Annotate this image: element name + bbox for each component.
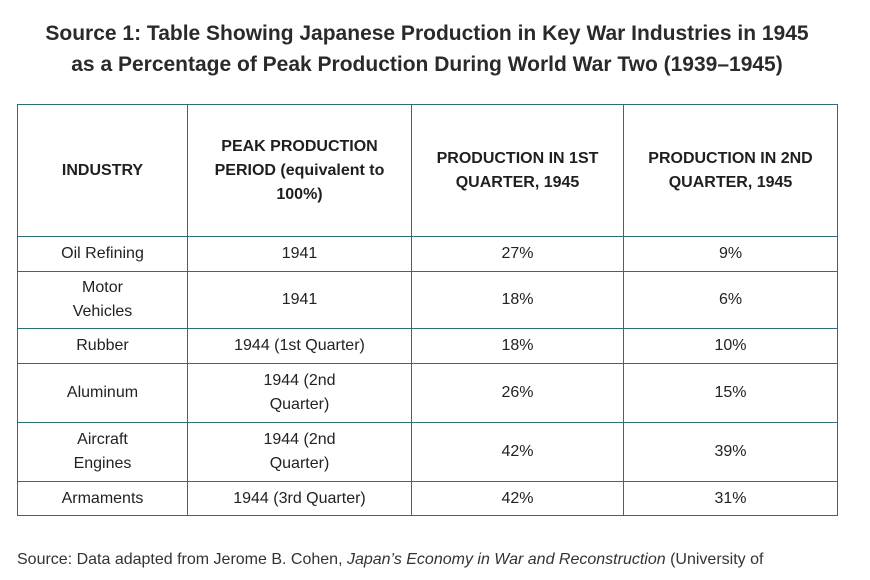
cell-q2: 15% — [623, 363, 838, 423]
table-row: Armaments 1944 (3rd Quarter) 42% 31% — [17, 481, 838, 516]
cell-industry: Armaments — [17, 481, 188, 516]
table-row: Motor Vehicles 1941 18% 6% — [17, 271, 838, 329]
cell-q1: 27% — [411, 236, 624, 272]
cell-q2: 31% — [623, 481, 838, 516]
cell-q1: 42% — [411, 481, 624, 516]
page-title: Source 1: Table Showing Japanese Product… — [0, 18, 854, 80]
header-industry: INDUSTRY — [17, 104, 188, 237]
cell-q2: 10% — [623, 328, 838, 364]
cell-industry: Aluminum — [17, 363, 188, 423]
title-line-1: Source 1: Table Showing Japanese Product… — [45, 22, 809, 45]
cell-q1: 42% — [411, 422, 624, 482]
header-q1-1945: PRODUCTION IN 1ST QUARTER, 1945 — [411, 104, 624, 237]
cell-peak-period: 1944 (2nd Quarter) — [187, 363, 412, 423]
cell-industry: Oil Refining — [17, 236, 188, 272]
table-row: Rubber 1944 (1st Quarter) 18% 10% — [17, 328, 838, 364]
cell-industry: Motor Vehicles — [17, 271, 188, 329]
cell-q2: 9% — [623, 236, 838, 272]
cell-q1: 18% — [411, 328, 624, 364]
table-row: Oil Refining 1941 27% 9% — [17, 236, 838, 272]
source-suffix: (University of — [665, 551, 764, 568]
header-q2-1945: PRODUCTION IN 2ND QUARTER, 1945 — [623, 104, 838, 237]
cell-peak-period: 1941 — [187, 236, 412, 272]
cell-q2: 6% — [623, 271, 838, 329]
cell-peak-period: 1944 (1st Quarter) — [187, 328, 412, 364]
cell-peak-period: 1944 (2nd Quarter) — [187, 422, 412, 482]
cell-peak-period: 1944 (3rd Quarter) — [187, 481, 412, 516]
table-header-row: INDUSTRY PEAK PRODUCTION PERIOD (equival… — [17, 104, 838, 237]
production-table: INDUSTRY PEAK PRODUCTION PERIOD (equival… — [17, 104, 838, 516]
cell-q1: 18% — [411, 271, 624, 329]
cell-industry: Rubber — [17, 328, 188, 364]
source-book-title: Japan’s Economy in War and Reconstructio… — [346, 551, 666, 568]
cell-industry: Aircraft Engines — [17, 422, 188, 482]
table-row: Aircraft Engines 1944 (2nd Quarter) 42% … — [17, 422, 838, 482]
cell-peak-period: 1941 — [187, 271, 412, 329]
cell-q2: 39% — [623, 422, 838, 482]
source-prefix: Source: Data adapted from Jerome B. Cohe… — [17, 551, 347, 568]
source-citation: Source: Data adapted from Jerome B. Cohe… — [17, 548, 763, 572]
table-row: Aluminum 1944 (2nd Quarter) 26% 15% — [17, 363, 838, 423]
title-line-2: as a Percentage of Peak Production Durin… — [71, 53, 783, 76]
cell-q1: 26% — [411, 363, 624, 423]
header-peak-period: PEAK PRODUCTION PERIOD (equivalent to 10… — [187, 104, 412, 237]
